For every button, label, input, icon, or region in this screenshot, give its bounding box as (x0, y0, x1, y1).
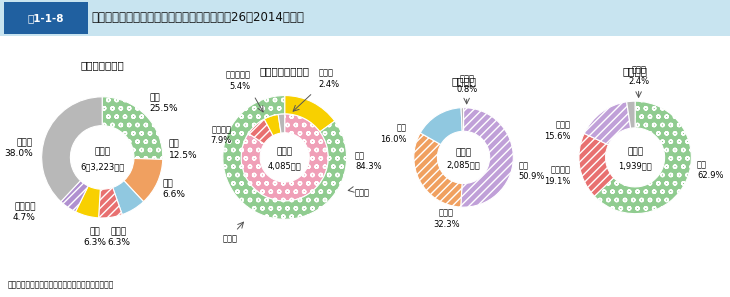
Text: タイ
6.3%: タイ 6.3% (83, 227, 106, 247)
Wedge shape (99, 187, 122, 218)
Wedge shape (248, 119, 273, 144)
Text: 豪州
16.0%: 豪州 16.0% (380, 124, 407, 144)
Wedge shape (584, 102, 631, 145)
Text: 豪州
6.6%: 豪州 6.6% (163, 179, 185, 199)
Wedge shape (102, 97, 163, 159)
Text: 米国
50.9%: 米国 50.9% (518, 161, 545, 181)
Text: 1,939億円: 1,939億円 (618, 161, 652, 170)
Text: （小麦）: （小麦） (451, 77, 476, 86)
Text: 輸入額: 輸入額 (627, 147, 643, 156)
Wedge shape (241, 114, 328, 201)
Wedge shape (61, 181, 88, 212)
Text: 6兆3,223億円: 6兆3,223億円 (80, 162, 124, 171)
Wedge shape (112, 181, 144, 214)
Text: ブラジル
19.1%: ブラジル 19.1% (544, 166, 570, 186)
Text: 4,085億円: 4,085億円 (268, 161, 301, 170)
Wedge shape (278, 114, 285, 133)
Wedge shape (75, 186, 100, 218)
Text: 飼料用: 飼料用 (355, 188, 370, 197)
Wedge shape (461, 108, 513, 207)
Text: （農産物全体）: （農産物全体） (80, 60, 124, 70)
Wedge shape (626, 101, 635, 128)
Wedge shape (285, 96, 335, 132)
Text: その他
2.4%: その他 2.4% (628, 66, 649, 86)
Text: 米国
25.5%: 米国 25.5% (149, 93, 178, 113)
Wedge shape (594, 101, 691, 214)
Text: その他
2.4%: その他 2.4% (318, 68, 339, 89)
Wedge shape (264, 114, 281, 136)
Text: 米国
84.3%: 米国 84.3% (355, 151, 382, 171)
Text: ウクライナ
5.4%: ウクライナ 5.4% (226, 70, 251, 91)
Wedge shape (420, 108, 462, 145)
Text: 中国
12.5%: 中国 12.5% (169, 140, 197, 160)
Text: 米国
62.9%: 米国 62.9% (697, 160, 723, 180)
Text: カナダ
6.3%: カナダ 6.3% (107, 227, 131, 247)
Text: その他
38.0%: その他 38.0% (4, 138, 33, 158)
Text: （大豆）: （大豆） (623, 67, 648, 77)
Wedge shape (42, 97, 102, 202)
Text: カナダ
15.6%: カナダ 15.6% (544, 121, 570, 141)
Text: 輸入額: 輸入額 (94, 147, 110, 156)
Wedge shape (223, 96, 347, 219)
Text: カナダ
32.3%: カナダ 32.3% (433, 208, 459, 228)
Text: その他
0.8%: その他 0.8% (456, 74, 477, 94)
Wedge shape (414, 133, 462, 207)
Text: ブラジル
7.9%: ブラジル 7.9% (211, 125, 232, 145)
Bar (4, 2, 88, 34)
Text: 食用等: 食用等 (223, 235, 237, 244)
Text: 輸入額: 輸入額 (456, 148, 472, 157)
Text: 2,085億円: 2,085億円 (447, 160, 480, 169)
Wedge shape (461, 108, 464, 131)
Wedge shape (124, 159, 163, 202)
Text: 資料：財務省「貿易統計」を基に農林水産省で作成: 資料：財務省「貿易統計」を基に農林水産省で作成 (7, 281, 114, 290)
Text: 図1-1-8: 図1-1-8 (28, 13, 64, 23)
Text: ブラジル
4.7%: ブラジル 4.7% (12, 202, 36, 222)
Text: （とうもろこし）: （とうもろこし） (260, 67, 310, 77)
Text: 我が国の主要農産物の国別輸入額割合（平成26（2014）年）: 我が国の主要農産物の国別輸入額割合（平成26（2014）年） (91, 11, 304, 24)
Wedge shape (579, 133, 614, 196)
Text: 輸入額: 輸入額 (277, 147, 293, 156)
